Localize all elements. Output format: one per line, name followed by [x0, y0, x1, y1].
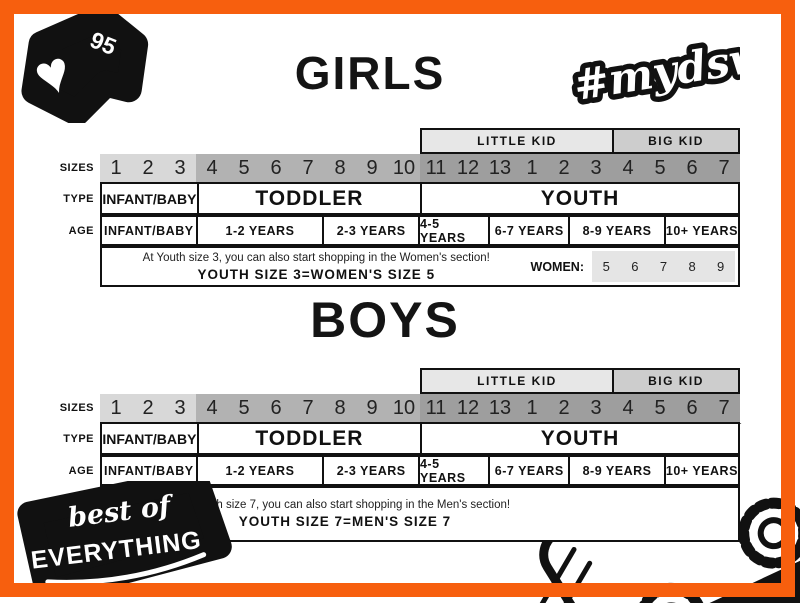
boys-age-row-label: AGE: [68, 464, 94, 477]
size-cell: 1: [100, 154, 132, 182]
size-cell: 6: [676, 394, 708, 422]
size-cell: 7: [708, 154, 740, 182]
age-cell: 4-5 YEARS: [417, 457, 488, 485]
size-cell: 13: [484, 154, 516, 182]
size-cell: 4: [612, 154, 644, 182]
size-cell: 3: [164, 154, 196, 182]
size-cell: 5: [644, 154, 676, 182]
boys-note-line2: YOUTH SIZE 7=MEN'S SIZE 7: [238, 514, 452, 529]
size-cell: 4: [196, 394, 228, 422]
type-cell: INFANT/BABY: [102, 190, 197, 207]
boys-section-title: BOYS: [310, 292, 460, 348]
size-cell: 2: [132, 394, 164, 422]
boys-note-line1: At Youth size 7, you can also start shop…: [179, 499, 511, 511]
boys-big-kid-header: BIG KID: [614, 368, 740, 394]
girls-kid-bar: LITTLE KID BIG KID: [420, 128, 740, 154]
size-cell: 5: [644, 394, 676, 422]
size-cell: 3: [164, 394, 196, 422]
size-cell: 13: [484, 394, 516, 422]
best-of-everything-sticker: best of EVERYTHING: [17, 481, 232, 596]
girls-note-text: At Youth size 3, you can also start shop…: [102, 252, 531, 282]
size-cell: 7: [292, 154, 324, 182]
size-cell: 9: [356, 154, 388, 182]
size-cell: 8: [324, 154, 356, 182]
age-cell: INFANT/BABY: [104, 223, 194, 238]
age-cell: 8-9 YEARS: [568, 457, 664, 484]
women-size: 6: [631, 259, 639, 274]
age-cell: 10+ YEARS: [663, 217, 738, 244]
boys-kid-bar: LITTLE KID BIG KID: [420, 368, 740, 394]
girls-note-line2: YOUTH SIZE 3=WOMEN'S SIZE 5: [197, 266, 436, 282]
size-cell: 5: [228, 154, 260, 182]
girls-conversion-note: At Youth size 3, you can also start shop…: [100, 246, 740, 287]
size-cell: 12: [452, 154, 484, 182]
boys-little-kid-header: LITTLE KID: [420, 368, 614, 394]
size-cell: 9: [356, 394, 388, 422]
likes-badge-sticker: ♥ 95: [21, 8, 149, 123]
size-cell: 4: [612, 394, 644, 422]
size-cell: 4: [196, 154, 228, 182]
size-cell: 2: [548, 394, 580, 422]
girls-sizes-row: 1 2 3 4 5 6 7 8 9 10 11 12 13 1 2 3 4 5 …: [100, 154, 740, 182]
girls-age-row: INFANT/BABY 1-2 YEARS 2-3 YEARS 4-5 YEAR…: [100, 215, 740, 246]
boys-note-text: At Youth size 7, you can also start shop…: [102, 499, 738, 529]
age-cell: 6-7 YEARS: [488, 457, 568, 484]
girls-type-row: INFANT/BABY TODDLER YOUTH: [100, 182, 740, 215]
size-cell: 11: [420, 394, 452, 422]
size-cell: 3: [580, 154, 612, 182]
age-cell: 1-2 YEARS: [195, 457, 323, 484]
size-cell: 1: [516, 394, 548, 422]
size-cell: 2: [548, 154, 580, 182]
hashtag-sticker: #mydsw: [565, 26, 740, 116]
boys-type-row: INFANT/BABY TODDLER YOUTH: [100, 422, 740, 455]
age-cell: 1-2 YEARS: [195, 217, 323, 244]
size-cell: 6: [260, 154, 292, 182]
women-sizes-box: 5 6 7 8 9: [592, 251, 735, 282]
women-size: 5: [602, 259, 610, 274]
age-cell: 6-7 YEARS: [488, 217, 568, 244]
girls-sizes-row-label: SIZES: [59, 162, 94, 174]
size-cell: 7: [708, 394, 740, 422]
size-cell: 10: [388, 154, 420, 182]
women-size: 8: [688, 259, 696, 274]
boys-sizes-row: 1 2 3 4 5 6 7 8 9 10 11 12 13 1 2 3 4 5 …: [100, 394, 740, 422]
hashtag-text: #mydsw: [570, 31, 740, 110]
girls-type-row-label: TYPE: [63, 192, 94, 205]
age-cell: 4-5 YEARS: [417, 217, 488, 245]
girls-big-kid-header: BIG KID: [614, 128, 740, 154]
type-cell: YOUTH: [420, 184, 738, 213]
type-cell: TODDLER: [196, 424, 420, 453]
size-cell: 3: [580, 394, 612, 422]
girls-age-row-label: AGE: [68, 224, 94, 237]
type-cell: YOUTH: [420, 424, 738, 453]
type-cell: TODDLER: [196, 184, 420, 213]
boys-sizes-row-label: SIZES: [59, 402, 94, 414]
girls-section-title: GIRLS: [294, 47, 446, 99]
women-sizes-label: WOMEN:: [530, 259, 584, 274]
size-cell: 10: [388, 394, 420, 422]
age-cell: 2-3 YEARS: [322, 457, 418, 484]
age-cell: 10+ YEARS: [663, 457, 738, 484]
girls-note-line1: At Youth size 3, you can also start shop…: [142, 251, 490, 264]
age-cell: INFANT/BABY: [104, 463, 194, 478]
type-cell: INFANT/BABY: [102, 430, 197, 447]
size-cell: 6: [676, 154, 708, 182]
size-cell: 6: [260, 394, 292, 422]
size-cell: 7: [292, 394, 324, 422]
age-cell: 2-3 YEARS: [322, 217, 418, 244]
boys-type-row-label: TYPE: [63, 432, 94, 445]
size-cell: 2: [132, 154, 164, 182]
women-size: 9: [717, 259, 725, 274]
size-cell: 8: [324, 394, 356, 422]
size-cell: 11: [420, 154, 452, 182]
size-cell: 5: [228, 394, 260, 422]
size-cell: 1: [516, 154, 548, 182]
women-size: 7: [659, 259, 668, 274]
girls-little-kid-header: LITTLE KID: [420, 128, 614, 154]
size-cell: 12: [452, 394, 484, 422]
size-cell: 1: [100, 394, 132, 422]
age-cell: 8-9 YEARS: [568, 217, 664, 244]
